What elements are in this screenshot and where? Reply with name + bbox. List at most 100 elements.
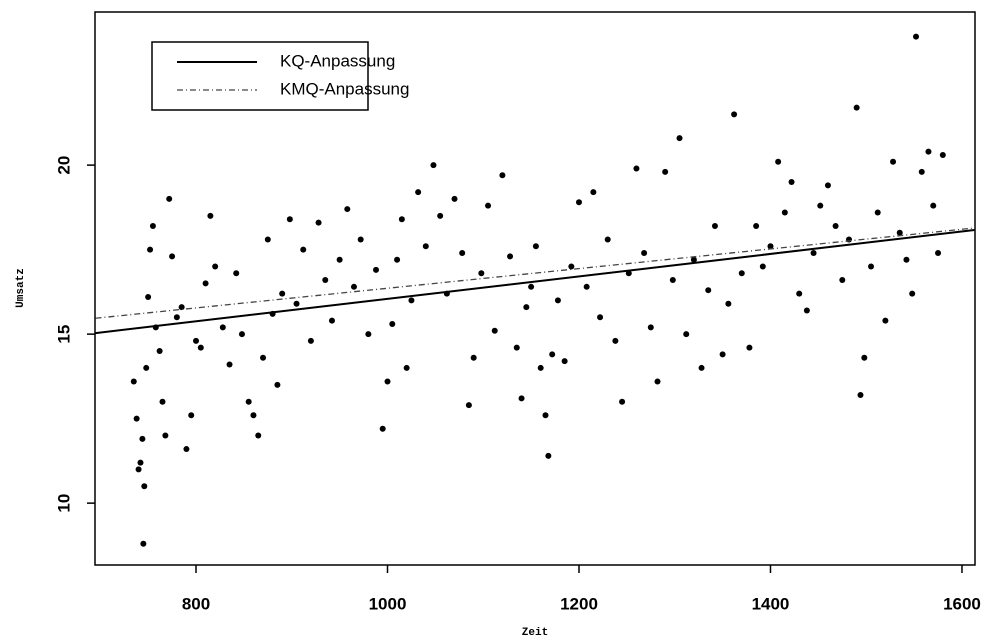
point xyxy=(868,263,875,270)
point xyxy=(909,290,916,297)
point xyxy=(625,270,632,277)
x-tick-label: 1600 xyxy=(943,594,981,613)
fit-line xyxy=(95,229,975,335)
point xyxy=(135,466,142,473)
point xyxy=(465,402,472,409)
point xyxy=(817,202,824,209)
point xyxy=(373,266,380,273)
point xyxy=(137,459,144,466)
point xyxy=(803,307,810,314)
point xyxy=(913,33,920,40)
point xyxy=(705,287,712,294)
point xyxy=(141,483,148,490)
legend-box xyxy=(151,41,369,111)
point xyxy=(344,206,351,213)
point xyxy=(507,253,514,260)
point xyxy=(561,358,568,365)
point xyxy=(583,283,590,290)
point xyxy=(415,189,422,196)
point xyxy=(554,297,561,304)
point xyxy=(293,300,300,307)
point xyxy=(662,168,669,175)
point xyxy=(759,263,766,270)
point xyxy=(178,304,185,311)
point xyxy=(532,243,539,250)
point xyxy=(676,135,683,142)
point xyxy=(140,540,147,547)
point xyxy=(528,283,535,290)
point xyxy=(619,398,626,405)
point xyxy=(485,202,492,209)
point xyxy=(925,148,932,155)
point xyxy=(896,229,903,236)
point xyxy=(711,222,718,229)
point xyxy=(379,425,386,432)
point xyxy=(145,293,152,300)
point xyxy=(746,344,753,351)
point xyxy=(459,250,466,257)
point xyxy=(322,277,329,284)
y-axis-label: Umsatz xyxy=(15,268,27,308)
point xyxy=(641,250,648,257)
point xyxy=(930,202,937,209)
point xyxy=(470,354,477,361)
point xyxy=(430,162,437,169)
point xyxy=(188,412,195,419)
x-axis-label: Zeit xyxy=(522,627,548,639)
point xyxy=(545,452,552,459)
point xyxy=(219,324,226,331)
plot-frame xyxy=(94,11,976,566)
point xyxy=(753,222,760,229)
point xyxy=(286,216,293,223)
point xyxy=(183,446,190,453)
point xyxy=(336,256,343,263)
point xyxy=(250,412,257,419)
point xyxy=(202,280,209,287)
point xyxy=(245,398,252,405)
point xyxy=(537,364,544,371)
point xyxy=(193,337,200,344)
point xyxy=(725,300,732,307)
point xyxy=(255,432,262,439)
point xyxy=(788,179,795,186)
point xyxy=(647,324,654,331)
point xyxy=(568,263,575,270)
y-tick-label: 20 xyxy=(54,156,73,175)
point xyxy=(604,236,611,243)
point xyxy=(384,378,391,385)
point xyxy=(513,344,520,351)
point xyxy=(767,243,774,250)
point xyxy=(518,395,525,402)
point xyxy=(542,412,549,419)
point xyxy=(796,290,803,297)
point xyxy=(824,182,831,189)
point xyxy=(403,364,410,371)
point xyxy=(315,219,322,226)
point xyxy=(169,253,176,260)
point xyxy=(394,256,401,263)
point xyxy=(683,331,690,338)
point xyxy=(491,327,498,334)
point xyxy=(853,104,860,111)
point xyxy=(328,317,335,324)
point xyxy=(389,320,396,327)
point xyxy=(357,236,364,243)
point xyxy=(597,314,604,321)
point xyxy=(159,398,166,405)
point xyxy=(307,337,314,344)
point xyxy=(633,165,640,172)
point xyxy=(882,317,889,324)
point xyxy=(173,314,180,321)
point xyxy=(738,270,745,277)
point xyxy=(839,277,846,284)
point xyxy=(365,331,372,338)
point xyxy=(139,435,146,442)
point xyxy=(861,354,868,361)
legend-label: KQ-Anpassung xyxy=(280,51,395,70)
x-tick-label: 800 xyxy=(182,594,210,613)
point xyxy=(197,344,204,351)
point xyxy=(147,246,154,253)
point xyxy=(398,216,405,223)
point xyxy=(264,236,271,243)
y-tick-label: 15 xyxy=(54,325,73,344)
